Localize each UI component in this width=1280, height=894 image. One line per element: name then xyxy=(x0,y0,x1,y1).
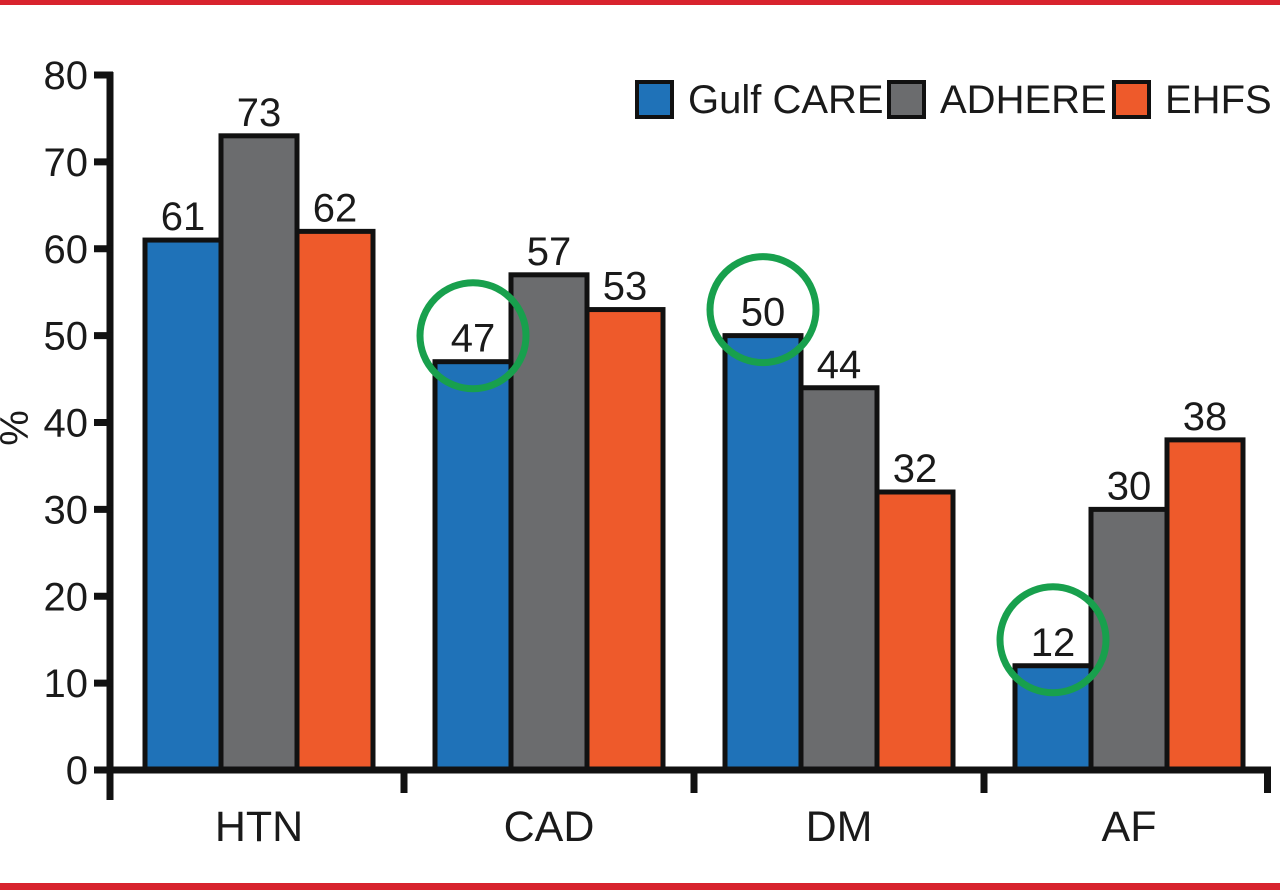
highlight-circle xyxy=(706,253,820,367)
legend-swatch xyxy=(1112,80,1151,119)
legend-label: Gulf CARE xyxy=(688,78,884,122)
bar-value-label: 53 xyxy=(603,265,648,309)
bar-value-label: 61 xyxy=(161,195,206,239)
category-label: CAD xyxy=(504,803,595,851)
bar xyxy=(1012,663,1094,773)
category-label: HTN xyxy=(215,803,303,851)
y-tick-label: 30 xyxy=(44,488,89,532)
y-axis-title: % xyxy=(0,410,37,446)
bar xyxy=(874,489,956,773)
bar xyxy=(798,385,880,773)
bar-value-label: 12 xyxy=(1031,621,1076,665)
top-border-rule xyxy=(0,0,1280,5)
legend-swatch xyxy=(887,80,926,119)
highlight-circle xyxy=(416,279,530,393)
bar xyxy=(432,359,514,773)
highlight-circle xyxy=(996,583,1110,697)
bar xyxy=(722,333,804,773)
bar-value-label: 62 xyxy=(313,186,358,230)
y-tick-label: 60 xyxy=(44,228,89,272)
category-label: DM xyxy=(806,803,873,851)
bar-value-label: 47 xyxy=(451,317,496,361)
y-tick-label: 70 xyxy=(44,141,89,185)
bar xyxy=(218,133,300,773)
category-label: AF xyxy=(1102,803,1157,851)
y-tick-label: 50 xyxy=(44,315,89,359)
y-tick-label: 20 xyxy=(44,575,89,619)
legend-swatch xyxy=(635,80,674,119)
bar xyxy=(584,307,666,773)
bar-value-label: 57 xyxy=(527,230,572,274)
legend-label: ADHERE xyxy=(940,78,1107,122)
y-tick-label: 80 xyxy=(44,54,89,98)
y-tick-label: 40 xyxy=(44,402,89,446)
bar-value-label: 44 xyxy=(817,343,862,387)
bar xyxy=(1164,437,1246,773)
bar xyxy=(142,237,224,773)
bar-value-label: 38 xyxy=(1183,395,1228,439)
bottom-border-rule xyxy=(0,883,1280,890)
bar-value-label: 73 xyxy=(237,91,282,135)
bar-value-label: 32 xyxy=(893,447,938,491)
y-tick-label: 0 xyxy=(66,749,88,793)
bar xyxy=(294,228,376,773)
legend-label: EHFS II xyxy=(1165,78,1280,122)
bar-value-label: 30 xyxy=(1107,464,1152,508)
bar-value-label: 50 xyxy=(741,291,786,335)
bar xyxy=(1088,506,1170,773)
y-tick-label: 10 xyxy=(44,662,89,706)
